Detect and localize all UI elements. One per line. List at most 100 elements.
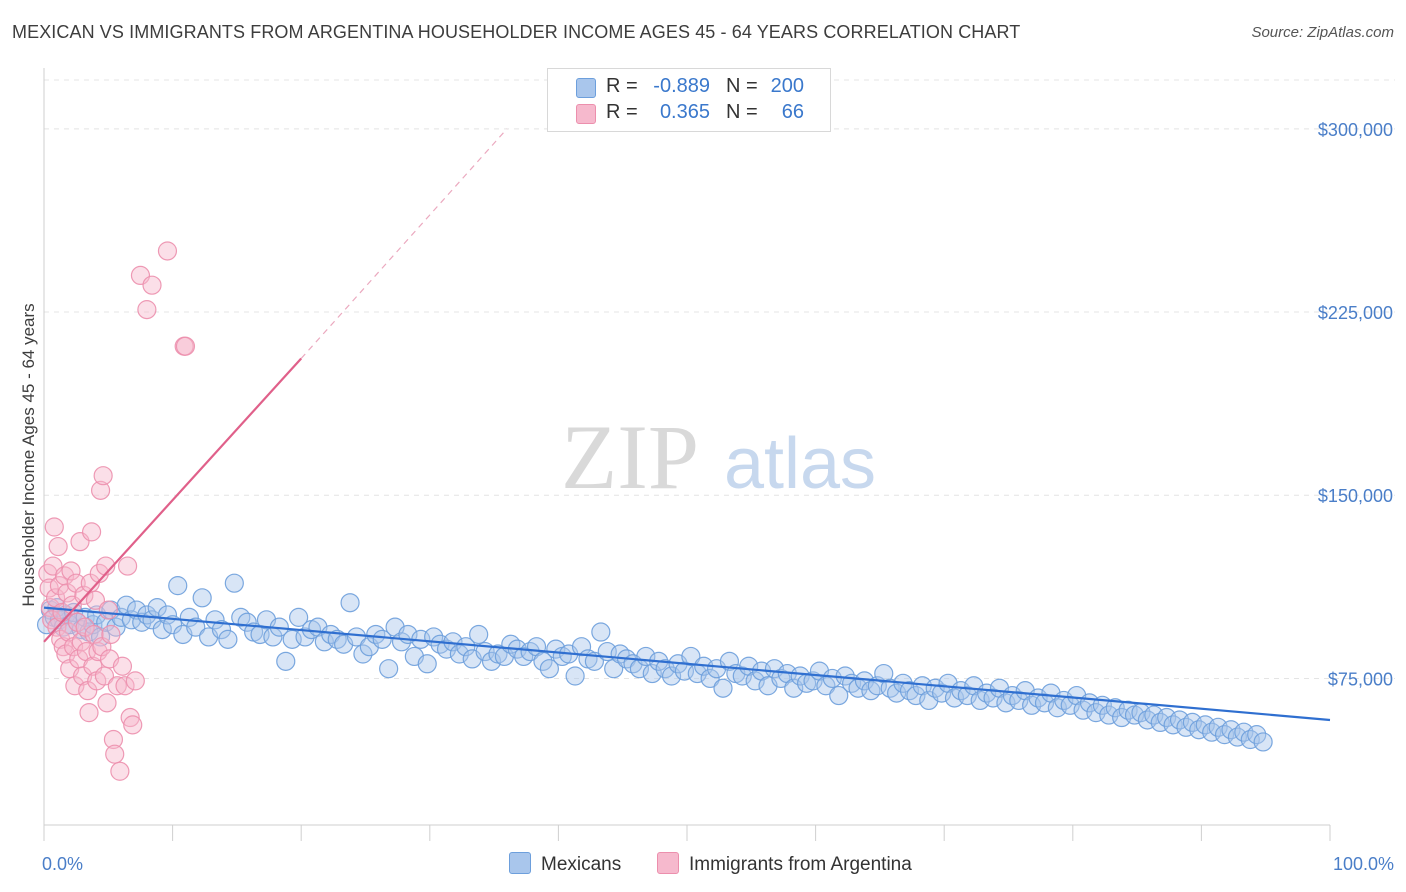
argentina-trend-extension (300, 128, 508, 359)
argentina-legend-swatch (657, 852, 679, 874)
mexicans-point (186, 617, 206, 637)
mexicans-point (713, 678, 733, 698)
mexicans-point (436, 639, 457, 659)
r-value: -0.889 (653, 75, 710, 97)
legend-item-mexicans: Mexicans (509, 852, 621, 876)
series-argentina-points (38, 241, 196, 781)
mexicans-point (224, 573, 244, 593)
mexicans-point (790, 666, 810, 686)
x-tick-label: 0.0% (42, 854, 83, 874)
mexicans-point (571, 637, 592, 657)
y-tick-label: $300,000 (1318, 120, 1393, 140)
r-value: 0.365 (659, 101, 710, 123)
n-value: 200 (770, 75, 804, 97)
mexicans-point (168, 576, 188, 596)
argentina-point (101, 624, 121, 645)
y-tick-label: $150,000 (1318, 486, 1393, 506)
mexicans-point (784, 678, 804, 698)
legend-label-mexicans: Mexicans (541, 854, 622, 875)
mexicans-point (152, 619, 172, 640)
mexicans-point (829, 685, 849, 706)
mexicans-point (218, 629, 238, 649)
argentina-point (79, 703, 99, 723)
mexicans-point (719, 651, 740, 671)
mexicans-point (732, 666, 752, 686)
argentina-point (49, 576, 70, 596)
mexicans-point (803, 671, 823, 691)
argentina-point (98, 600, 118, 620)
argentina-point (112, 656, 133, 676)
y-tick-label: $75,000 (1328, 669, 1393, 689)
mexicans-point (591, 622, 611, 642)
mexicans-point (661, 666, 682, 686)
argentina-point (157, 241, 178, 261)
argentina-point (117, 556, 138, 576)
argentina-point (97, 693, 117, 713)
mexicans-trend-line (43, 606, 1331, 722)
mexicans-point (372, 629, 392, 649)
mexicans-point (533, 651, 553, 671)
grid-lines (44, 79, 1395, 679)
mexicans-point (289, 607, 309, 627)
argentina-point (107, 676, 127, 696)
mexicans-point (340, 593, 360, 613)
y-tick-label: $225,000 (1318, 303, 1393, 323)
mexicans-point (192, 588, 212, 608)
argentina-point (53, 637, 73, 657)
mexicans-point (205, 610, 225, 630)
n-value: 66 (781, 101, 804, 123)
legend-item-argentina: Immigrants from Argentina (657, 852, 912, 876)
x-tick-labels: 0.0% 100.0% (42, 854, 1394, 874)
stats-legend: R = -0.889 N = 200 R = 0.365 N = 66 (547, 68, 831, 132)
argentina-point (110, 761, 130, 781)
mexicans-point (417, 654, 437, 674)
legend-label-argentina: Immigrants from Argentina (689, 854, 912, 875)
axes (43, 68, 1331, 841)
mexicans-point (276, 651, 296, 671)
mexicans-point (481, 651, 502, 671)
argentina-point (120, 707, 140, 728)
mexicans-point (63, 602, 84, 623)
trend-lines (43, 128, 1331, 722)
mexicans-point (379, 659, 399, 679)
n-label: N = (726, 101, 758, 123)
argentina-point (137, 300, 157, 320)
argentina-point (175, 336, 196, 356)
argentina-point (48, 536, 68, 557)
argentina-point (93, 466, 113, 486)
argentina-point (72, 666, 93, 686)
mexicans-legend-swatch (509, 852, 531, 874)
mexicans-point (211, 619, 232, 640)
argentina-point (85, 590, 106, 610)
argentina-point (142, 275, 162, 295)
argentina-point (61, 561, 81, 581)
argentina-trend-line (43, 357, 303, 643)
mexicans-point (764, 659, 785, 679)
chart-title: MEXICAN VS IMMIGRANTS FROM ARGENTINA HOU… (12, 22, 1021, 42)
mexicans-point (295, 627, 315, 647)
mexicans-swatch (576, 78, 596, 98)
mexicans-point (391, 632, 412, 652)
mexicans-point (179, 607, 199, 627)
mexicans-point (655, 659, 675, 679)
y-tick-labels: $75,000 $150,000 $225,000 $300,000 (1318, 120, 1393, 690)
mexicans-point (1009, 690, 1029, 711)
argentina-point (81, 522, 102, 542)
argentina-point (65, 676, 85, 696)
argentina-point (123, 715, 143, 735)
watermark-atlas: atlas (724, 424, 876, 504)
mexicans-point (642, 663, 662, 684)
mexicans-point (353, 644, 373, 664)
mexicans-point (1247, 725, 1267, 745)
argentina-point (44, 517, 64, 537)
argentina-point (90, 480, 111, 500)
watermark: ZIP atlas (561, 406, 876, 508)
mexicans-point (1253, 732, 1273, 752)
mexicans-point (700, 668, 720, 689)
mexicans-point (957, 685, 977, 706)
argentina-point (115, 676, 135, 696)
argentina-point (74, 585, 94, 605)
mexicans-point (1034, 693, 1055, 713)
mexicans-point (983, 688, 1003, 708)
